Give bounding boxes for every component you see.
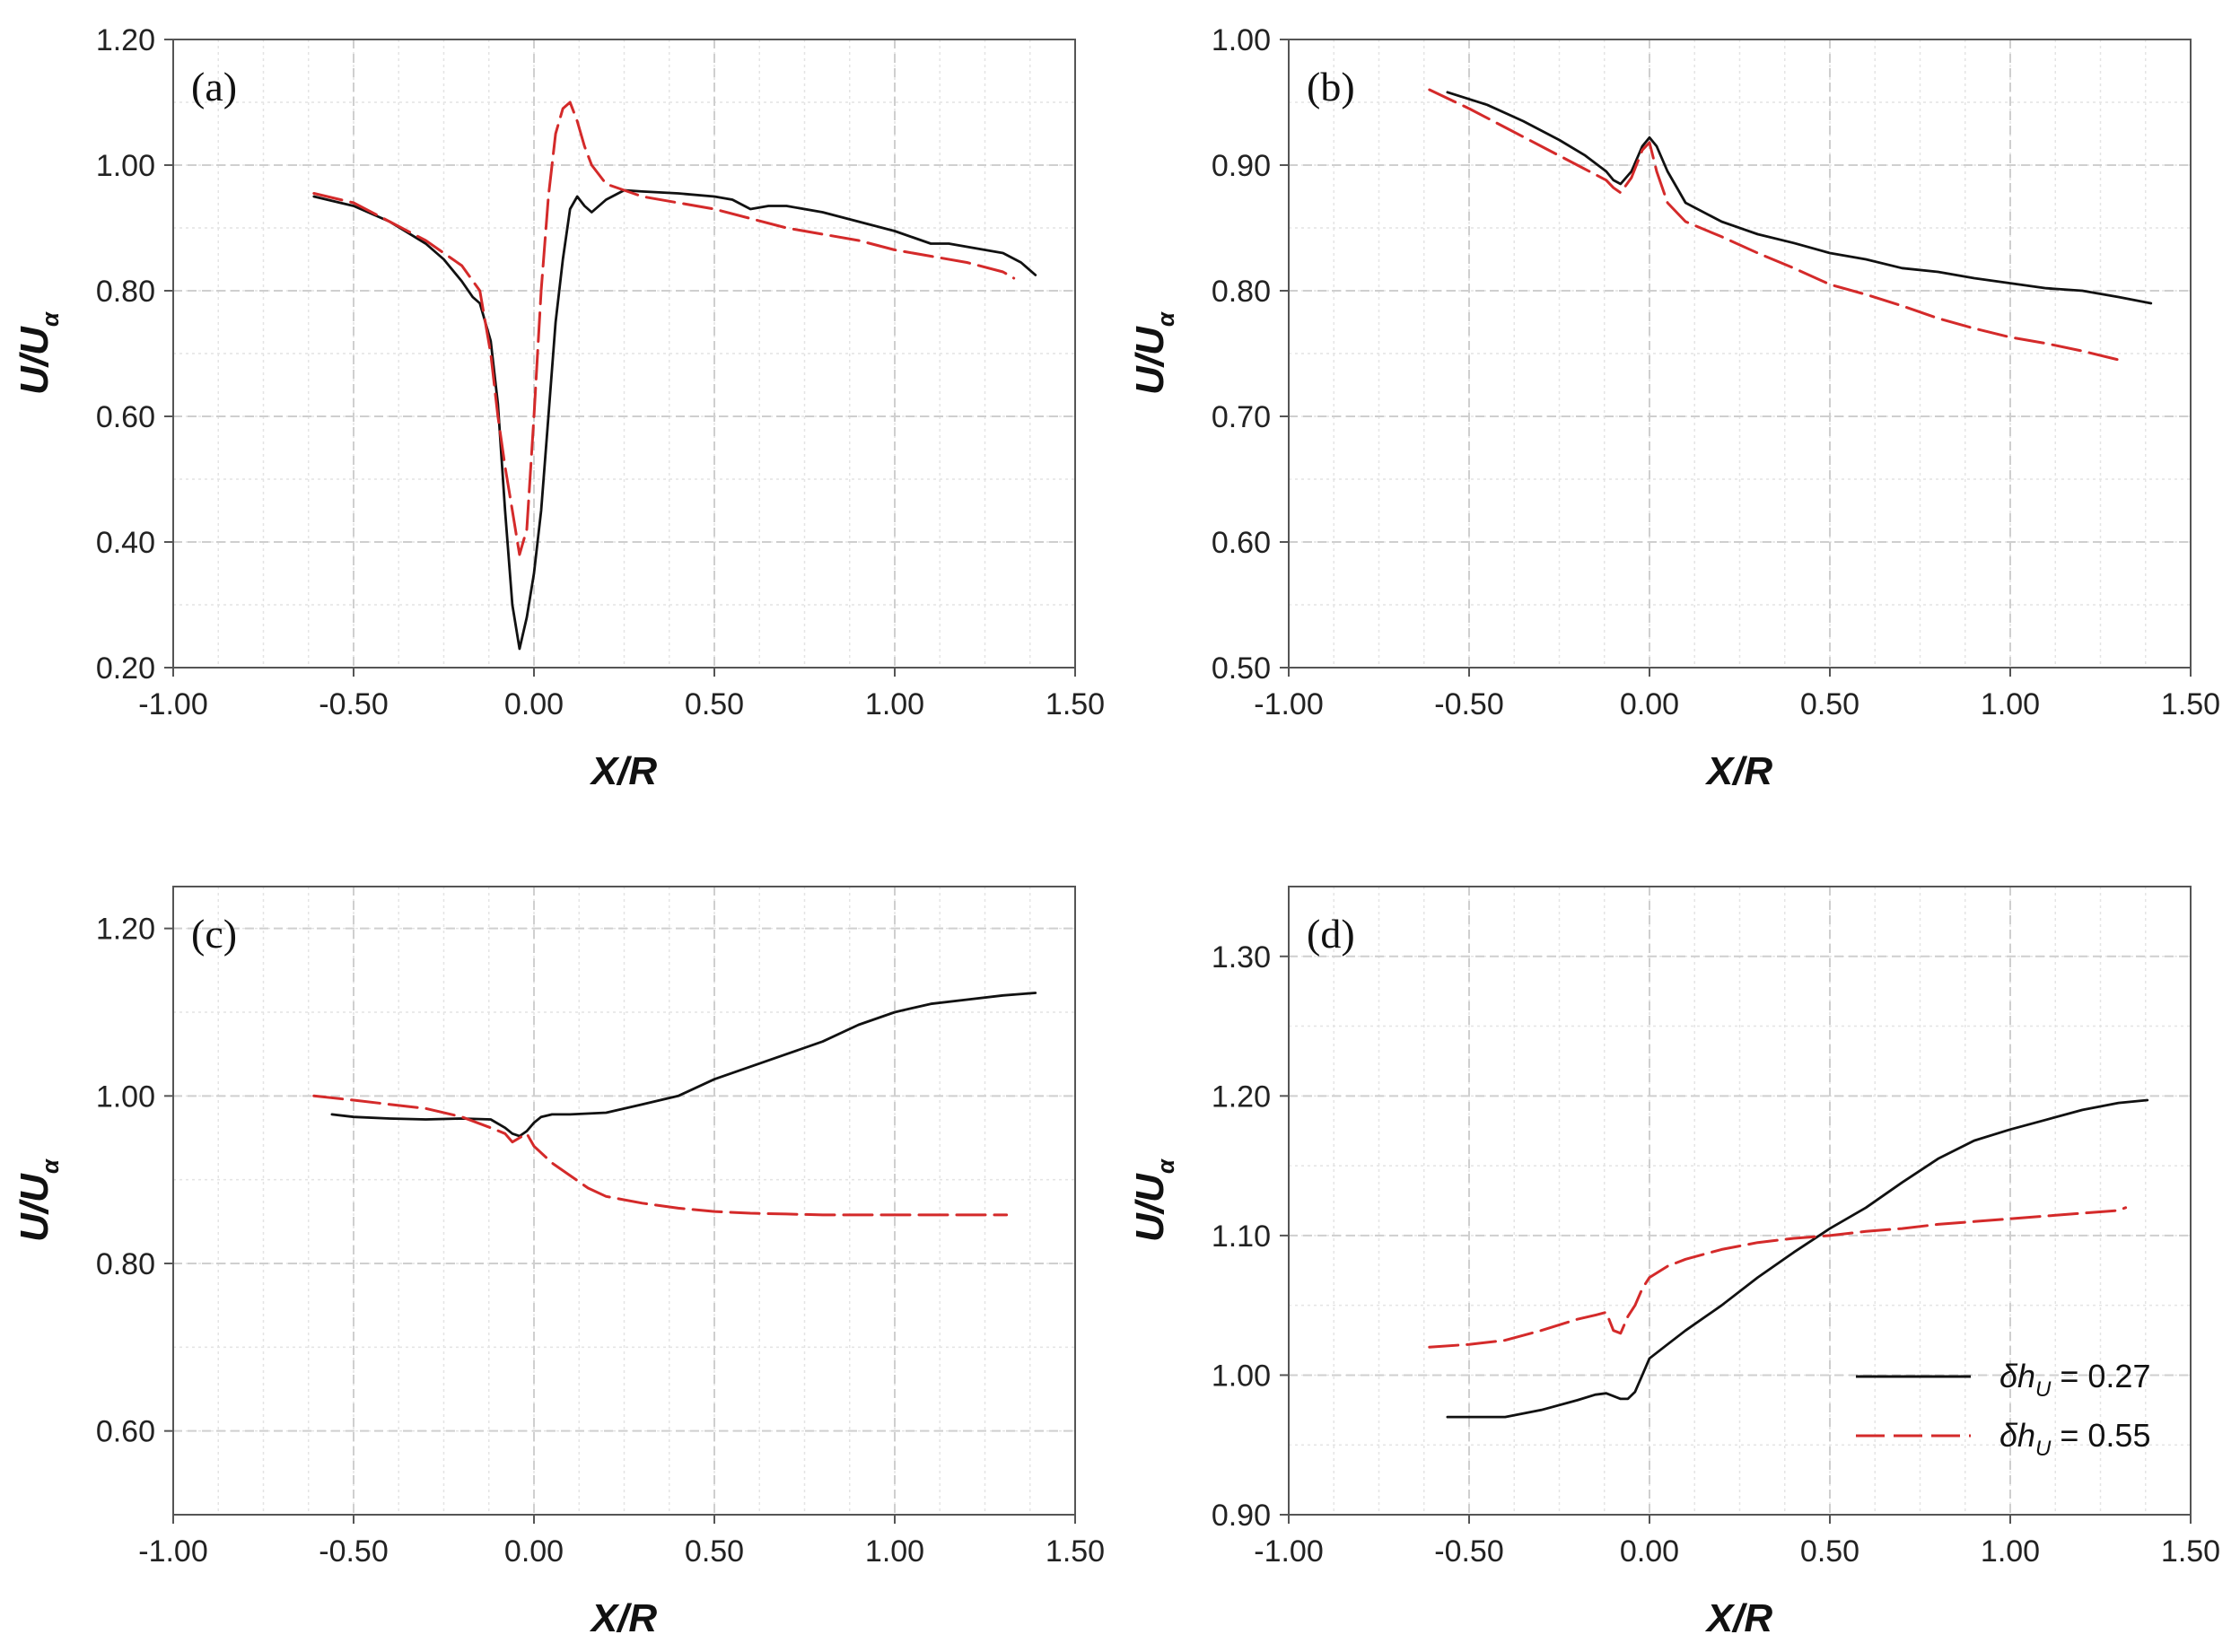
y-axis-label-sub-a: α [37,310,64,327]
y-tick-label-b: 0.60 [1212,526,1271,560]
x-tick-label-b: 1.50 [2161,687,2220,721]
panel-label-b: (b) [1307,64,1355,109]
y-tick-label-d: 1.30 [1212,940,1271,975]
legend-subscript: U [2035,1437,2052,1461]
legend-value: = 0.55 [2060,1417,2150,1454]
x-tick-label-d: 1.00 [1981,1534,2040,1569]
y-tick-label-a: 0.80 [96,275,155,309]
x-tick-label-d: 1.50 [2161,1534,2220,1569]
x-tick-label-d: -0.50 [1434,1534,1504,1569]
x-tick-label-d: 0.00 [1620,1534,1679,1569]
y-tick-label-d: 1.00 [1212,1359,1271,1393]
panel-a: -1.00 -0.50 0.00 0.50 1.00 1.50 0.20 0.40 0.60 0.… [13,23,1105,793]
series-line-027-c [330,992,1037,1138]
x-tick-label-a: -0.50 [319,687,389,721]
x-tick-label-d: -1.00 [1254,1534,1324,1569]
x-axis-label-b: X/R [1704,749,1773,793]
series-line-055-d [1428,1206,2128,1349]
plot-frame-b [1288,39,2192,669]
x-tick-label-a: 1.00 [865,687,924,721]
plot-frame-a [172,39,1076,669]
plot-frame-c [172,886,1076,1516]
x-tick-label-c: -0.50 [319,1534,389,1569]
y-tick-label-b: 1.00 [1212,23,1271,57]
legend-subscript: U [2035,1377,2052,1402]
x-tick-label-b: 0.50 [1800,687,1859,721]
panel-label-a: (a) [191,64,237,109]
x-tick-label-d: 0.50 [1800,1534,1859,1569]
y-axis-label-main-b: U/U [1128,326,1172,395]
y-tick-label-a: 0.60 [96,400,155,434]
y-axis-label-d: U/Uα [1128,1158,1179,1242]
series-line-027-b [1446,91,2153,305]
legend-value: = 0.27 [2060,1358,2150,1394]
x-axis-label-c: X/R [589,1596,658,1640]
y-axis-label-main-a: U/U [13,326,57,395]
plot-frame-d [1288,886,2192,1516]
x-tick-label-a: 1.50 [1046,687,1105,721]
y-tick-label-d: 1.20 [1212,1079,1271,1114]
y-axis-label-sub-d: α [1152,1158,1179,1174]
x-tick-label-b: 1.00 [1981,687,2040,721]
y-tick-label-a: 1.00 [96,149,155,183]
y-tick-label-c: 1.00 [96,1079,155,1114]
x-axis-label-a: X/R [589,749,658,793]
x-tick-label-a: 0.50 [685,687,744,721]
x-tick-label-c: 1.00 [865,1534,924,1569]
legend-label-055: δhU = 0.55 [1999,1417,2150,1461]
y-axis-label-a: U/Uα [13,310,64,395]
y-tick-label-d: 1.10 [1212,1219,1271,1254]
series-line-055-a [312,101,1016,556]
series-line-055-c [312,1094,1009,1217]
y-tick-label-a: 0.20 [96,651,155,686]
series-line-055-b [1428,88,2128,362]
x-tick-label-b: -0.50 [1434,687,1504,721]
x-tick-label-a: 0.00 [504,687,564,721]
legend-label-027: δhU = 0.27 [1999,1358,2150,1402]
y-tick-label-c: 0.80 [96,1247,155,1281]
x-axis-label-d: X/R [1704,1596,1773,1640]
y-tick-label-c: 1.20 [96,913,155,947]
panel-b: -1.00 -0.50 0.00 0.50 1.00 1.50 0.50 0.60 0.70 0.… [1128,23,2220,793]
panel-d: -1.00 -0.50 0.00 0.50 1.00 1.50 0.90 1.00 1.10 1.… [1128,886,2220,1640]
y-tick-label-c: 0.60 [96,1415,155,1449]
y-axis-label-sub-c: α [37,1158,64,1174]
x-tick-label-c: -1.00 [138,1534,208,1569]
series-line-027-d [1446,1098,2149,1419]
x-tick-label-b: -1.00 [1254,687,1324,721]
y-axis-label-sub-b: α [1152,310,1179,327]
y-tick-label-d: 0.90 [1212,1499,1271,1533]
panel-label-d: (d) [1307,911,1355,957]
x-tick-label-c: 0.50 [685,1534,744,1569]
x-tick-label-a: -1.00 [138,687,208,721]
y-tick-label-b: 0.70 [1212,400,1271,434]
y-axis-label-b: U/Uα [1128,310,1179,395]
legend-symbol: δh [1999,1358,2035,1394]
x-tick-label-b: 0.00 [1620,687,1679,721]
y-axis-label-main-c: U/U [13,1173,57,1242]
y-tick-label-a: 1.20 [96,23,155,57]
legend-symbol: δh [1999,1417,2035,1454]
y-tick-label-b: 0.50 [1212,651,1271,686]
y-tick-label-b: 0.90 [1212,149,1271,183]
panel-c: -1.00 -0.50 0.00 0.50 1.00 1.50 0.60 0.80 1.00 1.… [13,886,1105,1640]
y-axis-label-c: U/Uα [13,1158,64,1242]
x-tick-label-c: 1.50 [1046,1534,1105,1569]
y-tick-label-a: 0.40 [96,526,155,560]
y-tick-label-b: 0.80 [1212,275,1271,309]
y-axis-label-main-d: U/U [1128,1173,1172,1242]
series-line-027-a [312,188,1037,651]
panel-label-c: (c) [191,911,237,957]
x-tick-label-c: 0.00 [504,1534,564,1569]
